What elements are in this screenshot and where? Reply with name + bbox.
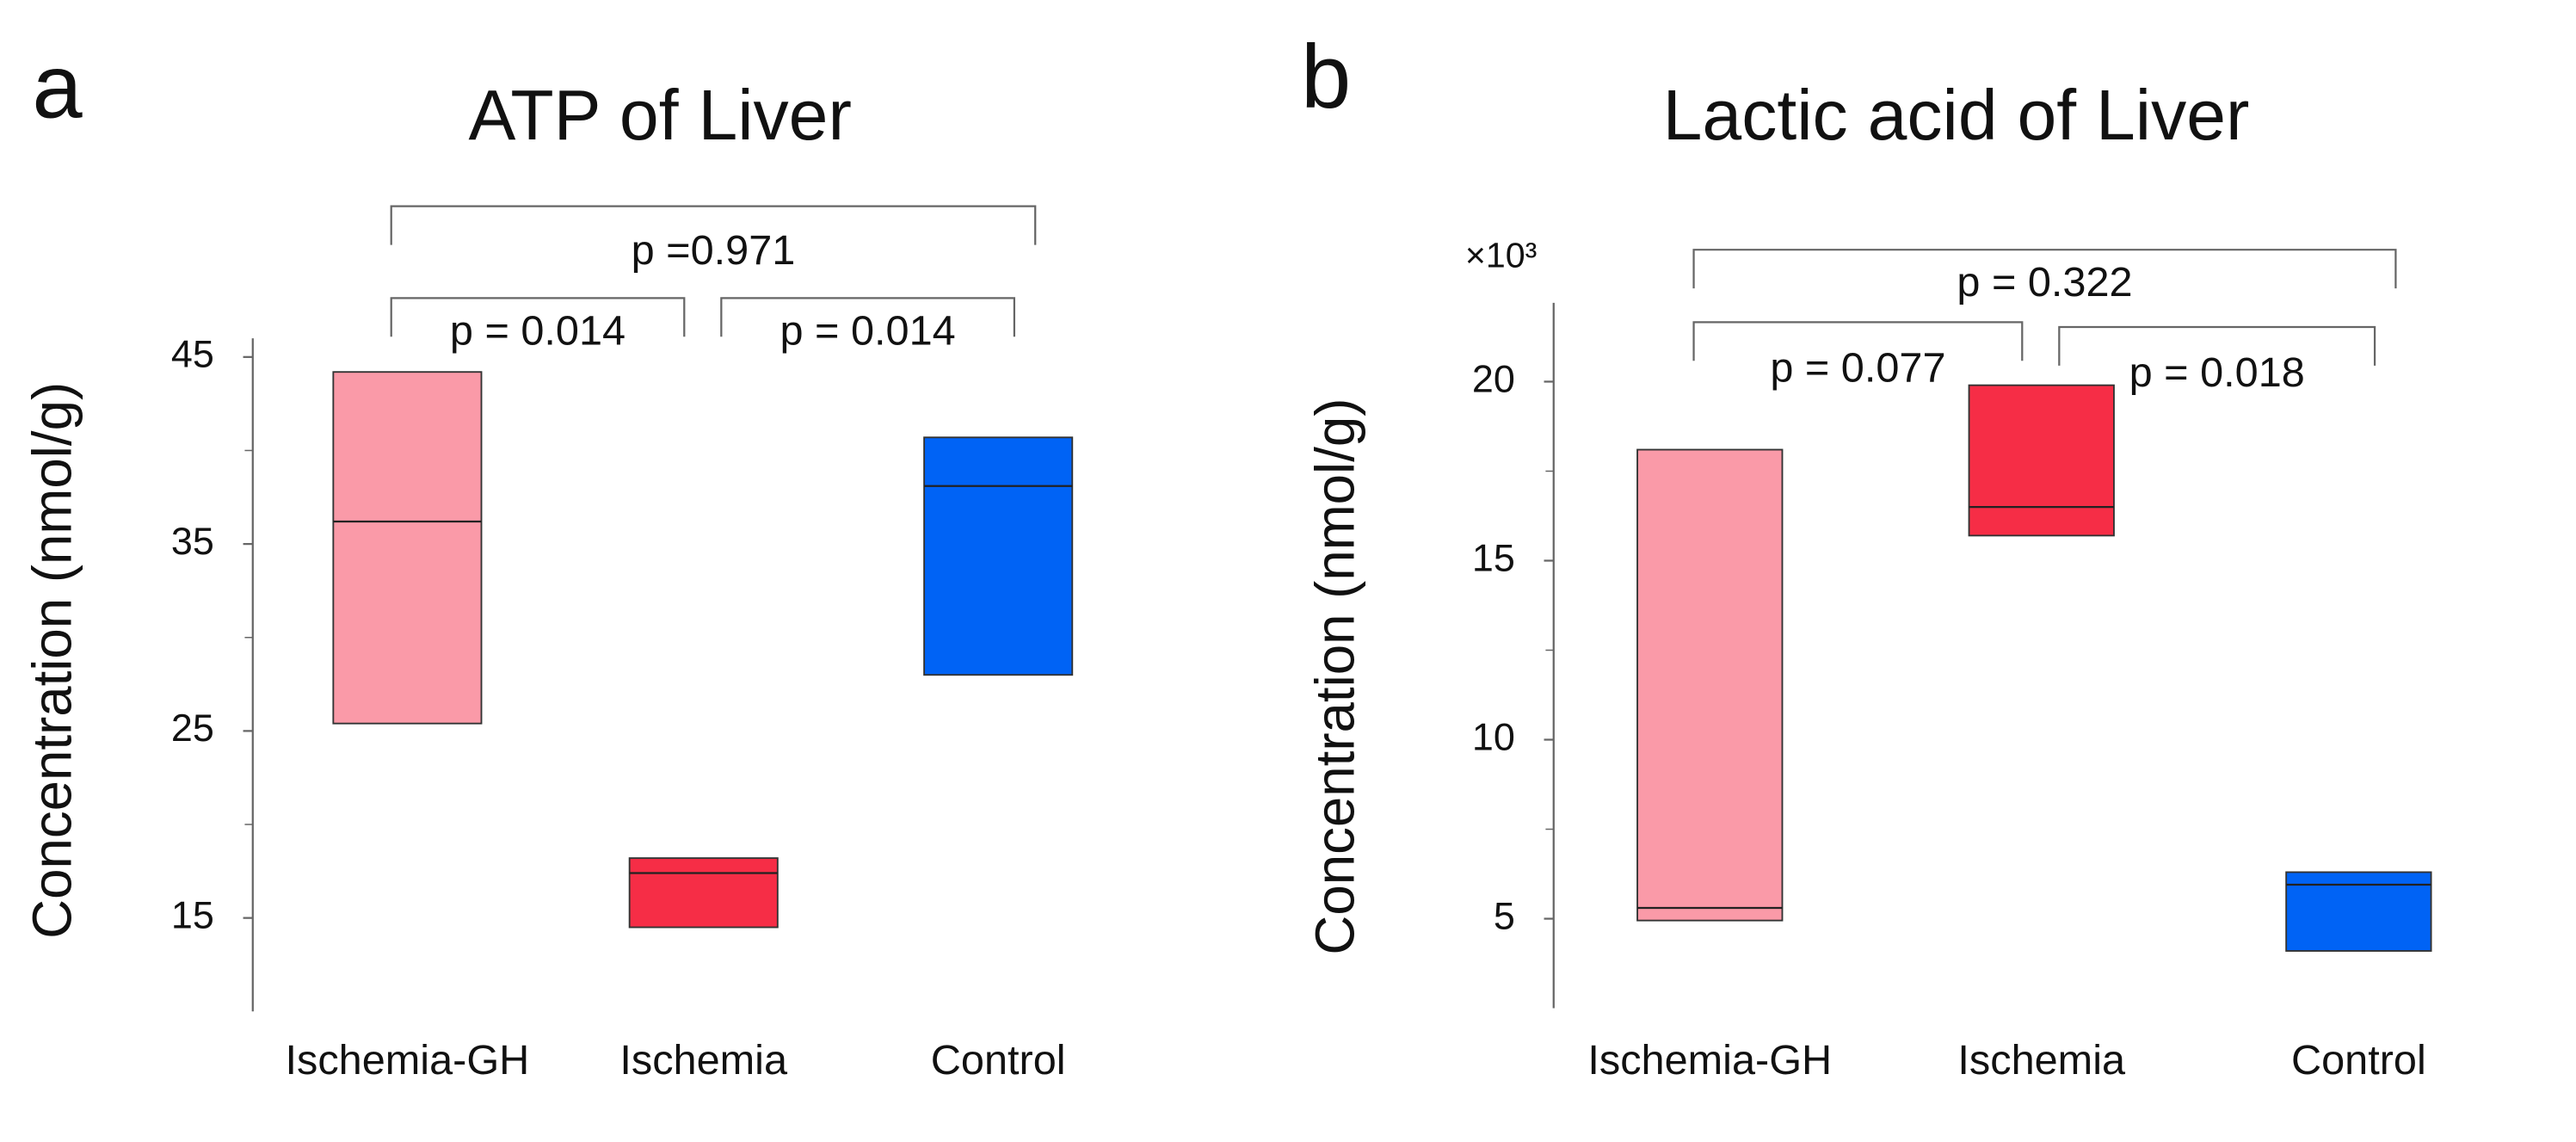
p-value-label: p = 0.077	[1770, 344, 1945, 391]
y-tick-label: 5	[1494, 893, 1515, 937]
p-value-label: p = 0.014	[780, 307, 955, 354]
x-tick-label: Control	[2291, 1037, 2426, 1083]
p-value-label: p =0.971	[632, 227, 796, 274]
panel-letter: a	[32, 36, 83, 137]
y-axis-label: Concentration (nmol/g)	[22, 382, 83, 939]
p-value-label: p = 0.322	[1957, 259, 2132, 306]
box	[628, 857, 779, 929]
x-tick-label: Ischemia	[1957, 1037, 2126, 1083]
panel-letter: b	[1301, 27, 1351, 127]
box	[332, 371, 483, 725]
p-value-label: p = 0.018	[2129, 349, 2305, 396]
significance-bracket	[1692, 249, 2397, 289]
significance-bracket	[720, 297, 1016, 337]
y-tick-label: 20	[1472, 356, 1515, 400]
chart-title: Lactic acid of Liver	[1663, 76, 2250, 155]
box	[1968, 384, 2115, 537]
x-tick-label: Ischemia	[619, 1037, 788, 1083]
chart-title: ATP of Liver	[469, 76, 852, 155]
significance-bracket	[390, 297, 686, 337]
significance-bracket	[390, 205, 1037, 245]
x-tick-label: Ischemia-GH	[286, 1037, 530, 1083]
y-tick-label: 15	[171, 893, 214, 937]
box	[1636, 448, 1784, 922]
significance-bracket	[1692, 321, 2024, 361]
y-tick-label: 35	[171, 519, 214, 563]
x-tick-label: Control	[931, 1037, 1066, 1083]
p-value-label: p = 0.014	[450, 307, 626, 354]
y-tick-label: 25	[171, 706, 214, 750]
y-tick-label: 15	[1472, 535, 1515, 579]
significance-bracket	[2058, 325, 2376, 366]
x-tick-label: Ischemia-GH	[1587, 1037, 1832, 1083]
y-axis-label: Concentration (nmol/g)	[1305, 398, 1366, 955]
y-tick-label: 45	[171, 332, 214, 376]
y-multiplier: ×10³	[1465, 235, 1538, 275]
box	[923, 436, 1074, 676]
y-tick-label: 10	[1472, 714, 1515, 758]
